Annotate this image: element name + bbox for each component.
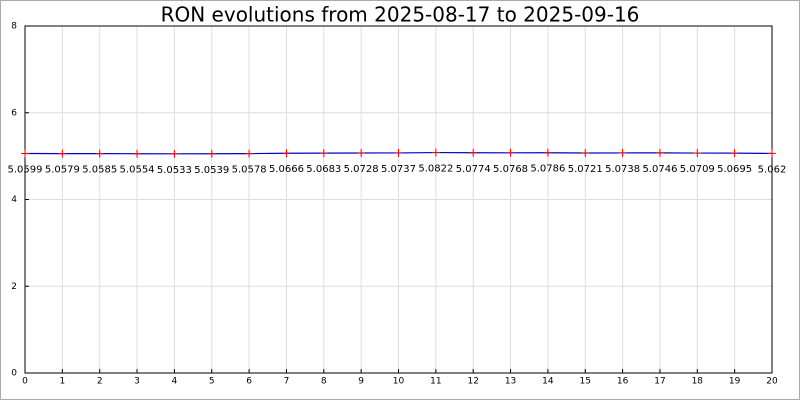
marker [581,148,590,157]
marker [730,149,739,158]
x-tick-label: 0 [22,377,28,387]
x-tick-label: 8 [321,377,327,387]
value-label: 5.0579 [45,165,80,176]
value-label: 5.0539 [194,165,229,176]
x-tick-label: 15 [580,377,591,387]
value-label: 5.0822 [418,164,453,175]
marker [319,149,328,158]
value-label: 5.0683 [306,164,341,175]
marker [133,149,142,158]
y-tick-label: 2 [11,282,17,292]
chart-title: RON evolutions from 2025-08-17 to 2025-0… [161,3,640,27]
marker [506,148,515,157]
value-label: 5.0554 [120,165,155,176]
marker [58,149,67,158]
marker [245,149,254,158]
value-label: 5.0721 [568,164,603,175]
x-tick-label: 2 [97,377,103,387]
x-tick-label: 17 [654,377,665,387]
x-tick-label: 4 [172,377,178,387]
x-tick-label: 20 [766,377,778,387]
marker [543,148,552,157]
x-tick-label: 12 [467,377,478,387]
y-tick-label: 4 [11,195,17,205]
x-tick-label: 18 [692,377,704,387]
value-label: 5.0695 [717,164,752,175]
value-label: 5.0666 [269,164,304,175]
marker [655,148,664,157]
plot-border [24,25,773,374]
marker [357,148,366,157]
x-tick-label: 3 [134,377,140,387]
x-tick-label: 7 [284,377,290,387]
marker [282,149,291,158]
marker [95,149,104,158]
value-label: 5.0709 [680,164,715,175]
x-tick-label: 9 [358,377,364,387]
marker [693,149,702,158]
value-label: 5.0578 [232,165,267,176]
x-tick-label: 5 [209,377,215,387]
x-tick-label: 1 [59,377,65,387]
value-label: 5.0768 [493,164,528,175]
value-label: 5.0786 [530,164,565,175]
x-tick-label: 19 [729,377,741,387]
marker [394,148,403,157]
marker [618,148,627,157]
y-tick-label: 0 [11,369,17,379]
marker [469,148,478,157]
y-tick-label: 6 [11,108,17,118]
x-tick-label: 11 [430,377,441,387]
value-label: 5.0738 [605,164,640,175]
x-tick-label: 14 [542,377,554,387]
value-label: 5.0737 [381,164,416,175]
value-label: 5.0728 [344,164,379,175]
marker [768,149,776,158]
y-tick-label: 8 [11,22,17,32]
value-label: 5.0746 [642,164,677,175]
marker [170,149,179,158]
x-tick-label: 16 [617,377,629,387]
value-label: 5.062 [758,164,787,175]
value-label: 5.0774 [456,164,491,175]
value-label: 5.0533 [157,165,192,176]
marker [431,148,440,157]
x-tick-label: 13 [505,377,516,387]
x-tick-label: 6 [246,377,252,387]
value-label: 5.0585 [82,165,117,176]
value-label: 5.0599 [8,165,43,176]
x-tick-label: 10 [393,377,405,387]
marker [21,149,29,158]
marker [207,149,216,158]
